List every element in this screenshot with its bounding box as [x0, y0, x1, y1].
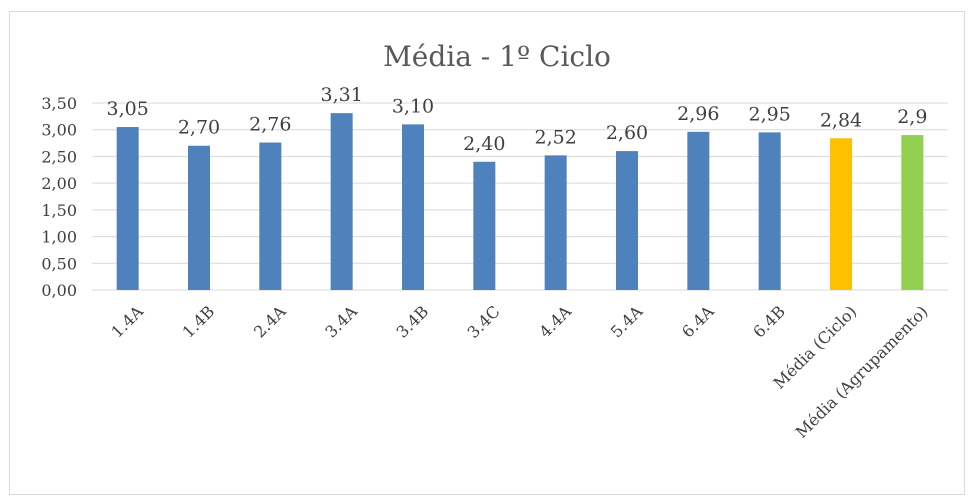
bar [616, 151, 638, 290]
data-labels: 3,05 2,70 2,76 3,31 3,10 2,40 2,52 2,60 2,96 2,95… [107, 84, 928, 155]
x-tick-label: Média (Agrupamento) [792, 302, 932, 442]
x-tick-label: 3.4C [464, 302, 504, 342]
y-tick-label: 3,50 [41, 94, 77, 113]
bar [402, 124, 424, 290]
data-label: 2,96 [677, 103, 719, 125]
data-label: 2,70 [178, 117, 220, 139]
y-tick-label: 2,00 [41, 174, 77, 193]
x-tick-label: 1.4A [107, 302, 147, 342]
data-label: 2,9 [897, 106, 927, 128]
x-tick-label: 5.4A [607, 302, 647, 342]
y-axis-ticks: 0,00 0,50 1,00 1,50 2,00 2,50 3,00 3,50 [41, 94, 77, 300]
bar [830, 138, 852, 290]
y-tick-label: 1,00 [41, 228, 77, 247]
data-label: 2,60 [606, 122, 648, 144]
data-label: 3,10 [392, 95, 434, 117]
bar [901, 135, 923, 290]
data-label: 2,40 [463, 133, 505, 155]
bar [117, 127, 139, 290]
chart-title: Média - 1º Ciclo [383, 40, 611, 73]
x-tick-label: 6.4B [749, 302, 789, 342]
bar [259, 143, 281, 290]
data-label: 2,95 [749, 103, 791, 125]
x-axis-labels: 1.4A 1.4B 2.4A 3.4A 3.4B 3.4C 4.4A 5.4A 6.4A 6.4B… [107, 302, 931, 442]
data-label: 2,84 [820, 109, 862, 131]
x-tick-label: 3.4A [321, 302, 361, 342]
bar [473, 162, 495, 290]
y-tick-label: 3,00 [41, 121, 77, 140]
bar [687, 132, 709, 290]
x-tick-label: 6.4A [678, 302, 718, 342]
y-tick-label: 0,00 [41, 281, 77, 300]
data-label: 3,05 [107, 98, 149, 120]
data-label: 2,76 [249, 114, 291, 136]
y-tick-label: 2,50 [41, 147, 77, 166]
bar [331, 113, 353, 290]
x-tick-label: 1.4B [179, 302, 219, 342]
bar [545, 155, 567, 290]
x-tick-label: 4.4A [535, 302, 575, 342]
bar [759, 132, 781, 290]
x-tick-label: 3.4B [393, 302, 433, 342]
y-tick-label: 0,50 [41, 254, 77, 273]
bar [188, 146, 210, 290]
y-tick-label: 1,50 [41, 201, 77, 220]
x-tick-label: 2.4A [250, 302, 290, 342]
data-label: 2,52 [535, 126, 577, 148]
data-label: 3,31 [321, 84, 363, 106]
